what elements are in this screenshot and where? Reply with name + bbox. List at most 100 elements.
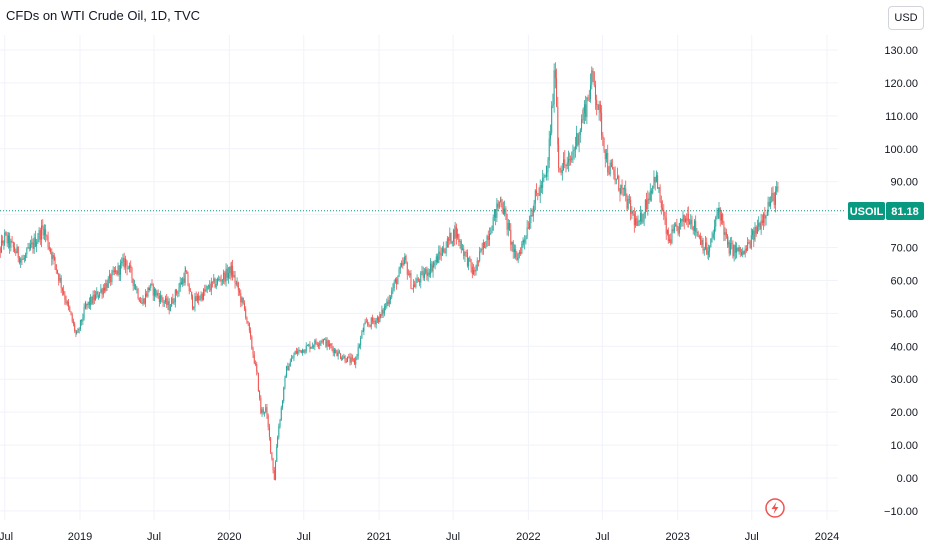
candle-body-292 xyxy=(340,358,342,360)
candle-body-456 xyxy=(537,193,539,195)
candle-body-255 xyxy=(295,351,297,354)
candle-body-323 xyxy=(378,317,380,323)
candle-body-356 xyxy=(417,278,419,281)
candle-body-228 xyxy=(264,411,265,413)
candle-body-37 xyxy=(38,230,40,240)
candle-body-618 xyxy=(729,243,731,254)
candle-body-14 xyxy=(10,240,12,248)
x-tick-label: 2024 xyxy=(815,531,839,543)
candle-body-513 xyxy=(604,150,606,160)
candle-body-532 xyxy=(627,199,629,209)
candle-body-655 xyxy=(774,191,776,205)
candle-body-119 xyxy=(135,284,137,290)
candle-body-249 xyxy=(288,366,290,371)
candle-body-569 xyxy=(672,229,674,232)
candle-body-232 xyxy=(268,426,270,438)
candle-body-27 xyxy=(26,248,28,255)
candle-body-103 xyxy=(116,270,118,275)
candle-body-197 xyxy=(228,273,229,278)
candle-body-375 xyxy=(440,253,442,256)
candle-body-595 xyxy=(703,248,705,251)
y-tick-label: −10.00 xyxy=(884,506,918,518)
price-axis[interactable]: 130.00120.00110.00100.0090.0080.0070.006… xyxy=(884,45,918,518)
candle-body-316 xyxy=(369,324,371,327)
candle-body-184 xyxy=(212,281,214,283)
candle-body-100 xyxy=(112,270,114,273)
candle-body-134 xyxy=(152,284,154,296)
lightning-icon[interactable] xyxy=(765,498,785,518)
candle-body-512 xyxy=(603,138,605,151)
candle-body-370 xyxy=(434,262,436,264)
candle-body-221 xyxy=(256,363,258,372)
candle-body-168 xyxy=(193,306,195,309)
candle-body-607 xyxy=(717,212,719,215)
candle-body-94 xyxy=(105,283,107,291)
x-tick-label: 2021 xyxy=(367,531,391,543)
candle-body-354 xyxy=(415,282,417,287)
candle-body-479 xyxy=(564,159,566,166)
candle-body-504 xyxy=(593,72,595,86)
candle-body-499 xyxy=(587,97,589,99)
candle-body-656 xyxy=(776,186,778,192)
candle-body-230 xyxy=(266,407,268,416)
candle-body-622 xyxy=(734,245,736,253)
candle-body-636 xyxy=(752,230,754,236)
candle-body-314 xyxy=(367,322,369,325)
candle-body-286 xyxy=(333,349,335,353)
candle-body-466 xyxy=(548,138,550,161)
candle-body-533 xyxy=(628,199,630,201)
candle-body-338 xyxy=(396,279,398,285)
candle-body-45 xyxy=(47,236,49,247)
candle-body-332 xyxy=(388,299,390,305)
candle-body-621 xyxy=(733,245,735,257)
currency-button[interactable]: USD xyxy=(888,6,924,30)
symbol-tag-bg xyxy=(848,202,885,220)
candle-body-281 xyxy=(327,340,329,347)
candle-body-501 xyxy=(590,84,592,99)
candle-body-49 xyxy=(52,255,54,260)
candle-body-150 xyxy=(172,298,174,304)
candle-body-320 xyxy=(374,320,376,325)
candle-body-160 xyxy=(184,271,186,283)
candle-body-299 xyxy=(349,356,351,363)
candle-body-500 xyxy=(588,98,590,100)
candle-body-438 xyxy=(516,257,518,261)
candle-body-410 xyxy=(482,242,484,250)
candle-body-428 xyxy=(504,208,506,215)
candle-body-296 xyxy=(345,361,347,363)
candle-body-272 xyxy=(316,343,318,346)
candle-body-113 xyxy=(127,268,129,270)
candle-body-201 xyxy=(232,265,234,277)
candle-body-457 xyxy=(538,194,540,196)
candle-body-341 xyxy=(399,266,401,269)
candle-body-390 xyxy=(458,233,460,243)
candle-body-353 xyxy=(414,284,416,287)
candle-body-214 xyxy=(247,321,249,323)
candle-body-349 xyxy=(409,273,411,276)
candle-body-291 xyxy=(340,353,342,359)
candle-body-580 xyxy=(686,218,688,221)
candle-body-122 xyxy=(138,298,140,302)
candle-body-257 xyxy=(298,349,300,352)
candle-body-511 xyxy=(602,135,604,139)
candle-body-146 xyxy=(167,301,169,306)
candle-body-579 xyxy=(684,218,686,222)
candle-body-591 xyxy=(698,236,700,237)
candle-body-20 xyxy=(17,247,19,258)
candle-body-68 xyxy=(75,330,77,333)
candle-body-541 xyxy=(638,221,640,222)
time-axis[interactable]: Jul 2019 Jul 2020 Jul 2021 Jul 2022 Jul 2023 Jul 20… xyxy=(0,531,839,543)
candle-body-280 xyxy=(326,340,328,347)
candle-body-351 xyxy=(411,288,413,290)
candle-body-137 xyxy=(156,292,158,296)
candle-body-217 xyxy=(251,336,253,349)
candle-body-550 xyxy=(649,190,651,201)
candle-body-343 xyxy=(402,263,404,265)
y-tick-label: 130.00 xyxy=(884,45,918,57)
candle-body-427 xyxy=(502,208,504,215)
candle-body-411 xyxy=(484,242,486,248)
candle-body-340 xyxy=(398,268,400,277)
candle-body-539 xyxy=(636,218,638,226)
candle-body-506 xyxy=(596,99,598,106)
